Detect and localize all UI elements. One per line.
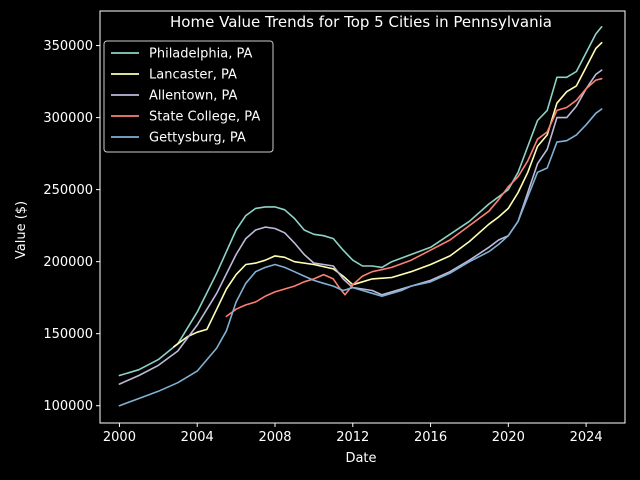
x-axis-ticks: 2000 2004 2008 2012 2016 2020 2024 (103, 423, 603, 445)
legend-box (103, 40, 274, 153)
y-axis-ticks: 100000 150000 200000 250000 300000 350000 (43, 39, 100, 414)
plot-frame (99, 10, 626, 424)
x-axis-label: Date (345, 451, 376, 466)
x-tick-label: 2000 (103, 430, 136, 445)
series-line-0 (118, 26, 603, 377)
series-line-1 (173, 41, 603, 348)
legend-label-0: Philadelphia, PA (149, 47, 252, 62)
legend-label-4: Gettysburg, PA (149, 131, 246, 146)
x-tick-label: 2016 (414, 430, 447, 445)
chart-title: Home Value Trends for Top 5 Cities in Pe… (170, 13, 552, 31)
x-tick-label: 2012 (336, 430, 369, 445)
x-tick-label: 2004 (181, 430, 214, 445)
y-tick-label: 250000 (43, 183, 93, 198)
x-tick-label: 2024 (570, 430, 603, 445)
series-lines (118, 26, 603, 407)
y-tick-label: 200000 (43, 255, 93, 270)
legend: Philadelphia, PA Lancaster, PA Allentown, … (103, 40, 274, 153)
series-line-3 (225, 77, 603, 318)
y-tick-label: 150000 (43, 327, 93, 342)
x-tick-label: 2008 (258, 430, 291, 445)
legend-label-1: Lancaster, PA (149, 68, 237, 83)
y-axis-label: Value ($) (14, 201, 29, 259)
series-line-4 (118, 108, 603, 407)
series-line-2 (118, 69, 603, 385)
legend-label-3: State College, PA (149, 110, 260, 125)
y-tick-label: 350000 (43, 39, 93, 54)
x-tick-label: 2020 (492, 430, 525, 445)
y-tick-label: 100000 (43, 399, 93, 414)
y-tick-label: 300000 (43, 111, 93, 126)
legend-label-2: Allentown, PA (149, 89, 238, 104)
